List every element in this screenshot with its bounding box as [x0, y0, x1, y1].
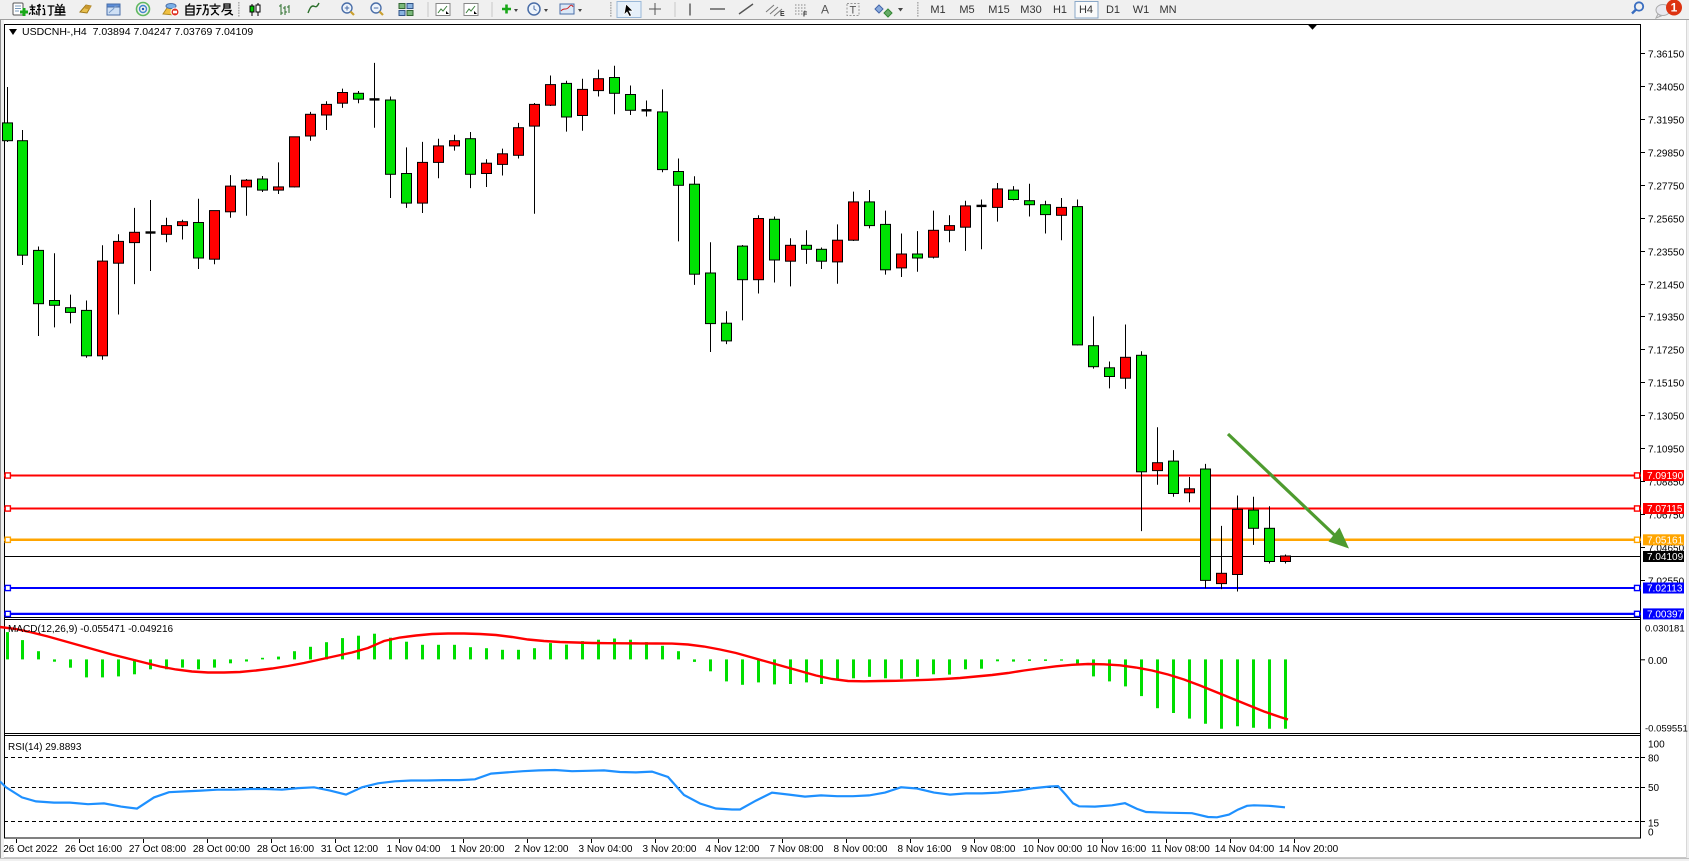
svg-text:28 Oct 16:00: 28 Oct 16:00	[257, 844, 315, 855]
svg-text:−: −	[373, 3, 378, 13]
svg-text:7.34050: 7.34050	[1648, 83, 1685, 94]
svg-text:7.05161: 7.05161	[1647, 535, 1684, 546]
svg-text:MN: MN	[1159, 4, 1176, 16]
svg-text:7.27750: 7.27750	[1648, 182, 1685, 193]
svg-text:7.23550: 7.23550	[1648, 248, 1685, 259]
svg-text:8 Nov 16:00: 8 Nov 16:00	[898, 844, 952, 855]
svg-text:7.09190: 7.09190	[1647, 471, 1684, 482]
svg-text:-0.059551: -0.059551	[1645, 724, 1688, 735]
svg-text:MACD(12,26,9) -0.055471 -0.049: MACD(12,26,9) -0.055471 -0.049216	[8, 624, 174, 635]
svg-text:8 Nov 00:00: 8 Nov 00:00	[834, 844, 888, 855]
svg-text:T: T	[850, 5, 857, 17]
svg-text:7.00397: 7.00397	[1647, 610, 1684, 621]
svg-text:1 Nov 04:00: 1 Nov 04:00	[387, 844, 441, 855]
svg-text:9 Nov 08:00: 9 Nov 08:00	[962, 844, 1016, 855]
svg-text:7.15150: 7.15150	[1648, 379, 1685, 390]
svg-text:14 Nov 04:00: 14 Nov 04:00	[1215, 844, 1275, 855]
svg-text:7.17250: 7.17250	[1648, 346, 1685, 357]
svg-text:H4: H4	[1079, 4, 1093, 16]
svg-text:USDCNH-,H4 7.03894 7.04247 7.: USDCNH-,H4 7.03894 7.04247 7.03769 7.041…	[22, 26, 253, 38]
svg-text:7.21450: 7.21450	[1648, 281, 1685, 292]
svg-text:26 Oct 16:00: 26 Oct 16:00	[65, 844, 123, 855]
svg-text:A: A	[821, 3, 829, 17]
svg-text:7.02113: 7.02113	[1647, 584, 1683, 595]
svg-text:M15: M15	[988, 4, 1009, 16]
svg-text:RSI(14) 29.8893: RSI(14) 29.8893	[8, 742, 82, 753]
svg-text:3 Nov 04:00: 3 Nov 04:00	[579, 844, 633, 855]
svg-text:7.31950: 7.31950	[1648, 116, 1685, 127]
svg-text:M30: M30	[1020, 4, 1041, 16]
svg-text:27 Oct 08:00: 27 Oct 08:00	[129, 844, 187, 855]
svg-text:11 Nov 08:00: 11 Nov 08:00	[1151, 844, 1210, 855]
svg-text:15: 15	[1648, 819, 1660, 830]
svg-text:7.08850: 7.08850	[1648, 478, 1685, 489]
svg-text:1: 1	[1671, 1, 1678, 15]
svg-text:7.25650: 7.25650	[1648, 215, 1685, 226]
svg-text:0.00: 0.00	[1648, 656, 1668, 667]
svg-text:10 Nov 16:00: 10 Nov 16:00	[1087, 844, 1147, 855]
svg-text:10 Nov 00:00: 10 Nov 00:00	[1023, 844, 1083, 855]
svg-text:2 Nov 12:00: 2 Nov 12:00	[515, 844, 569, 855]
svg-text:7.29850: 7.29850	[1648, 149, 1685, 160]
svg-text:M5: M5	[959, 4, 974, 16]
svg-text:50: 50	[1648, 783, 1660, 794]
svg-text:3 Nov 20:00: 3 Nov 20:00	[643, 844, 697, 855]
svg-text:100: 100	[1648, 739, 1665, 750]
svg-text:4 Nov 12:00: 4 Nov 12:00	[706, 844, 760, 855]
svg-text:7.10950: 7.10950	[1648, 445, 1685, 456]
svg-text:14 Nov 20:00: 14 Nov 20:00	[1279, 844, 1339, 855]
svg-text:+: +	[344, 3, 349, 13]
svg-text:7.06750: 7.06750	[1648, 511, 1685, 522]
svg-text:31 Oct 12:00: 31 Oct 12:00	[321, 844, 379, 855]
svg-text:7.07115: 7.07115	[1647, 504, 1683, 515]
svg-text:7 Nov 08:00: 7 Nov 08:00	[770, 844, 824, 855]
svg-text:7.04109: 7.04109	[1647, 552, 1684, 563]
svg-text:F: F	[803, 12, 808, 19]
svg-text:0: 0	[1648, 828, 1654, 839]
svg-text:7.36150: 7.36150	[1648, 50, 1685, 61]
svg-text:E: E	[780, 11, 785, 18]
svg-text:D1: D1	[1106, 4, 1120, 16]
svg-text:7.02550: 7.02550	[1648, 577, 1685, 588]
svg-text:7.19350: 7.19350	[1648, 313, 1685, 324]
svg-text:26 Oct 2022: 26 Oct 2022	[3, 844, 58, 855]
svg-text:M1: M1	[930, 4, 945, 16]
svg-text:80: 80	[1648, 753, 1660, 764]
svg-text:W1: W1	[1133, 4, 1150, 16]
svg-text:0.030181: 0.030181	[1645, 623, 1685, 634]
svg-text:7.04650: 7.04650	[1648, 544, 1685, 555]
svg-text:7.13050: 7.13050	[1648, 412, 1685, 423]
svg-text:H1: H1	[1053, 4, 1067, 16]
svg-text:28 Oct 00:00: 28 Oct 00:00	[193, 844, 251, 855]
svg-text:1 Nov 20:00: 1 Nov 20:00	[451, 844, 505, 855]
